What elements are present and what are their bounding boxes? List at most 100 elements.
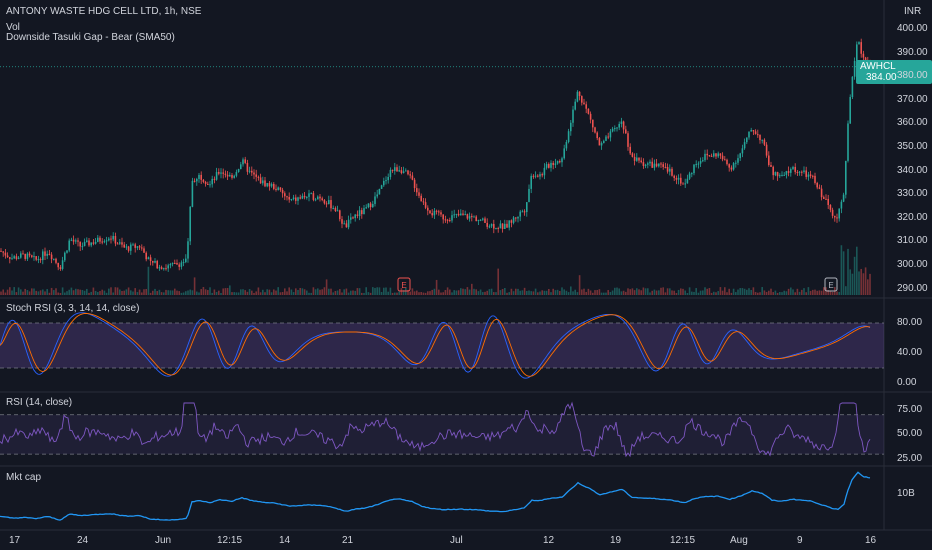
volume-bar bbox=[94, 290, 97, 295]
volume-bar bbox=[433, 288, 436, 295]
candle-body bbox=[273, 183, 275, 189]
volume-bar bbox=[532, 291, 535, 295]
volume-bar bbox=[673, 290, 675, 295]
candle-body bbox=[222, 172, 224, 174]
candle-body bbox=[330, 200, 332, 209]
volume-bar bbox=[776, 292, 779, 295]
volume-bar bbox=[275, 290, 277, 295]
stoch-tick-label: 40.00 bbox=[897, 347, 923, 358]
volume-bar bbox=[563, 289, 565, 295]
volume-bar bbox=[125, 289, 128, 295]
candle-body bbox=[710, 155, 713, 157]
volume-bar bbox=[662, 287, 664, 295]
candle-body bbox=[378, 188, 381, 195]
volume-bar bbox=[367, 292, 370, 295]
candle-body bbox=[143, 248, 145, 253]
event-marker-icon bbox=[397, 277, 411, 292]
volume-bar bbox=[112, 292, 114, 295]
volume-bar bbox=[783, 290, 785, 295]
volume-bar bbox=[224, 288, 227, 295]
volume-bar bbox=[114, 287, 117, 295]
price-tag: AWHCL 384.00 bbox=[856, 60, 932, 84]
volume-bar bbox=[75, 288, 77, 295]
candle-body bbox=[35, 256, 37, 260]
candle-body bbox=[180, 262, 183, 267]
volume-bar bbox=[504, 287, 506, 295]
candle-body bbox=[457, 213, 460, 216]
candle-body bbox=[506, 223, 508, 228]
candle-body bbox=[347, 219, 350, 228]
candle-body bbox=[462, 213, 464, 215]
rsi-tick-label: 25.00 bbox=[897, 453, 923, 465]
candle-body bbox=[451, 215, 453, 221]
candle-body bbox=[537, 175, 539, 177]
candle-body bbox=[411, 175, 414, 180]
volume-bar bbox=[352, 290, 354, 295]
candle-body bbox=[323, 200, 326, 204]
candle-body bbox=[851, 76, 854, 97]
volume-bar bbox=[248, 289, 251, 295]
volume-bar bbox=[361, 292, 363, 295]
candle-body bbox=[167, 265, 169, 269]
candle-body bbox=[724, 159, 726, 161]
candle-body bbox=[383, 180, 385, 186]
candle-body bbox=[4, 252, 7, 256]
candle-body bbox=[801, 171, 803, 173]
volume-bar bbox=[460, 288, 462, 295]
volume-bar bbox=[816, 290, 818, 295]
volume-bar bbox=[743, 288, 746, 295]
candle-body bbox=[398, 170, 400, 172]
price-tick-label: 340.00 bbox=[897, 164, 928, 176]
candle-body bbox=[521, 211, 524, 213]
candle-body bbox=[213, 178, 216, 180]
volume-bar bbox=[332, 292, 334, 295]
volume-bar bbox=[598, 289, 601, 295]
candle-body bbox=[864, 57, 867, 61]
candle-body bbox=[367, 203, 370, 208]
candle-body bbox=[380, 185, 383, 189]
candle-body bbox=[257, 176, 260, 178]
candle-body bbox=[792, 166, 794, 170]
candle-body bbox=[607, 136, 609, 138]
volume-bar bbox=[202, 287, 205, 295]
volume-bar bbox=[44, 291, 46, 295]
volume-bar bbox=[768, 290, 770, 295]
volume-bar bbox=[306, 290, 308, 295]
price-tick-label: 330.00 bbox=[897, 188, 928, 200]
volume-bar bbox=[418, 292, 420, 295]
candle-body bbox=[688, 173, 691, 179]
volume-bar bbox=[495, 292, 497, 295]
candle-body bbox=[444, 219, 447, 221]
volume-bar bbox=[165, 289, 167, 295]
candle-body bbox=[24, 253, 26, 259]
volume-bar bbox=[66, 291, 68, 295]
candle-body bbox=[765, 144, 768, 156]
candle-body bbox=[119, 242, 121, 244]
candle-body bbox=[787, 171, 790, 173]
volume-bar bbox=[724, 287, 726, 295]
candle-body bbox=[328, 200, 330, 205]
price-tick-label: 350.00 bbox=[897, 140, 928, 152]
volume-bar bbox=[713, 291, 715, 295]
volume-bar bbox=[198, 292, 200, 295]
candle-body bbox=[640, 160, 642, 163]
candle-body bbox=[317, 196, 319, 200]
candle-body bbox=[389, 169, 392, 177]
volume-bar bbox=[622, 290, 625, 295]
candle-body bbox=[691, 173, 693, 175]
candle-body bbox=[163, 268, 165, 270]
volume-bar bbox=[394, 292, 396, 295]
candle-body bbox=[508, 220, 510, 228]
volume-bar bbox=[812, 289, 814, 295]
volume-bar bbox=[77, 289, 79, 295]
stoch-tick-label: 80.00 bbox=[897, 317, 923, 328]
candle-body bbox=[609, 131, 612, 138]
volume-bar bbox=[127, 287, 130, 295]
volume-bar bbox=[528, 290, 530, 295]
volume-bar bbox=[108, 288, 110, 295]
volume-bar bbox=[20, 289, 22, 295]
volume-bar bbox=[325, 279, 328, 295]
volume-bar bbox=[565, 290, 568, 295]
candle-body bbox=[567, 131, 570, 143]
